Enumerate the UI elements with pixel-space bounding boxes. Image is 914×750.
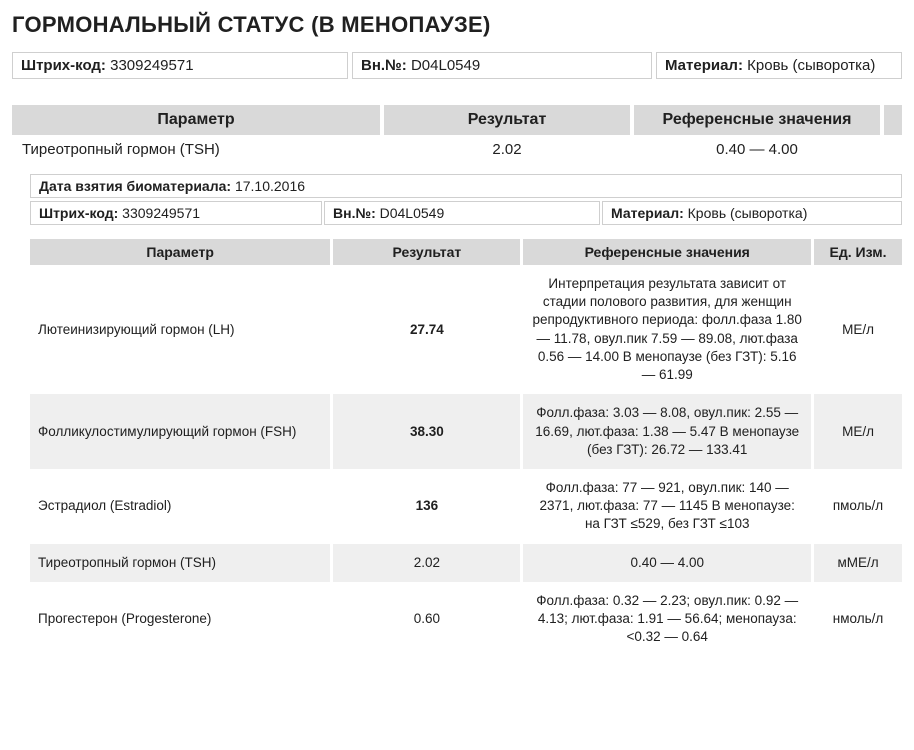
info-row: Штрих-код: 3309249571 Вн.№: D04L0549 Мат… [12,52,902,79]
summary-table: Параметр Результат Референсные значения … [12,105,902,164]
th-param: Параметр [12,105,382,135]
th-ref: Референсные значения [522,239,813,265]
cell-result: 2.02 [382,135,632,164]
th-result: Результат [332,239,522,265]
cell-unit: МЕ/л [813,265,902,394]
cell-unit: пмоль/л [813,469,902,544]
th-param: Параметр [30,239,332,265]
sub-vn-cell: Вн.№: D04L0549 [324,201,600,225]
cell-ref: 0.40 — 4.00 [522,544,813,582]
cell-param: Тиреотропный гормон (TSH) [30,544,332,582]
cell-result: 27.74 [332,265,522,394]
table-row: Прогестерон (Progesterone)0.60Фолл.фаза:… [30,582,902,657]
material-label: Материал: [665,57,743,74]
cell-param: Эстрадиол (Estradiol) [30,469,332,544]
material-value: Кровь (сыворотка) [747,57,875,74]
th-result: Результат [382,105,632,135]
vn-label: Вн.№: [361,57,407,74]
cell-ref: Фолл.фаза: 77 — 921, овул.пик: 140 — 237… [522,469,813,544]
cell-param: Фолликулостимулирующий гормон (FSH) [30,394,332,469]
sub-barcode-value: 3309249571 [122,205,200,221]
barcode-value: 3309249571 [110,57,193,74]
material-cell: Материал: Кровь (сыворотка) [656,52,902,79]
sub-material-label: Материал: [611,205,684,221]
th-spacer [882,105,902,135]
sub-barcode-cell: Штрих-код: 3309249571 [30,201,322,225]
vn-value: D04L0549 [411,57,480,74]
cell-unit: нмоль/л [813,582,902,657]
cell-ref: Интерпретация результата зависит от стад… [522,265,813,394]
date-cell: Дата взятия биоматериала: 17.10.2016 [30,174,902,198]
table-row: Тиреотропный гормон (TSH)2.020.40 — 4.00… [30,544,902,582]
date-label: Дата взятия биоматериала: [39,178,231,194]
cell-result: 2.02 [332,544,522,582]
cell-unit: МЕ/л [813,394,902,469]
table-row: Фолликулостимулирующий гормон (FSH)38.30… [30,394,902,469]
cell-result: 38.30 [332,394,522,469]
sub-block: Дата взятия биоматериала: 17.10.2016 Штр… [30,174,902,657]
cell-unit: мМЕ/л [813,544,902,582]
table-row: Тиреотропный гормон (TSH) 2.02 0.40 — 4.… [12,135,902,164]
sub-barcode-label: Штрих-код: [39,205,118,221]
table-row: Эстрадиол (Estradiol)136Фолл.фаза: 77 — … [30,469,902,544]
barcode-label: Штрих-код: [21,57,106,74]
vn-cell: Вн.№: D04L0549 [352,52,652,79]
cell-param: Лютеинизирующий гормон (LH) [30,265,332,394]
th-unit: Ед. Изм. [813,239,902,265]
barcode-cell: Штрих-код: 3309249571 [12,52,348,79]
cell-param: Тиреотропный гормон (TSH) [12,135,382,164]
sub-material-cell: Материал: Кровь (сыворотка) [602,201,902,225]
sub-vn-value: D04L0549 [380,205,445,221]
cell-param: Прогестерон (Progesterone) [30,582,332,657]
cell-result: 0.60 [332,582,522,657]
cell-ref: 0.40 — 4.00 [632,135,882,164]
page-title: ГОРМОНАЛЬНЫЙ СТАТУС (В МЕНОПАУЗЕ) [12,12,902,38]
sub-material-value: Кровь (сыворотка) [688,205,808,221]
sub-info-row-date: Дата взятия биоматериала: 17.10.2016 [30,174,902,198]
cell-result: 136 [332,469,522,544]
table-row: Лютеинизирующий гормон (LH)27.74Интерпре… [30,265,902,394]
details-table: Параметр Результат Референсные значения … [30,239,902,657]
th-ref: Референсные значения [632,105,882,135]
sub-info-row-ids: Штрих-код: 3309249571 Вн.№: D04L0549 Мат… [30,201,902,225]
cell-ref: Фолл.фаза: 3.03 — 8.08, овул.пик: 2.55 —… [522,394,813,469]
cell-spacer [882,135,902,164]
sub-vn-label: Вн.№: [333,205,376,221]
cell-ref: Фолл.фаза: 0.32 — 2.23; овул.пик: 0.92 —… [522,582,813,657]
date-value: 17.10.2016 [235,178,305,194]
